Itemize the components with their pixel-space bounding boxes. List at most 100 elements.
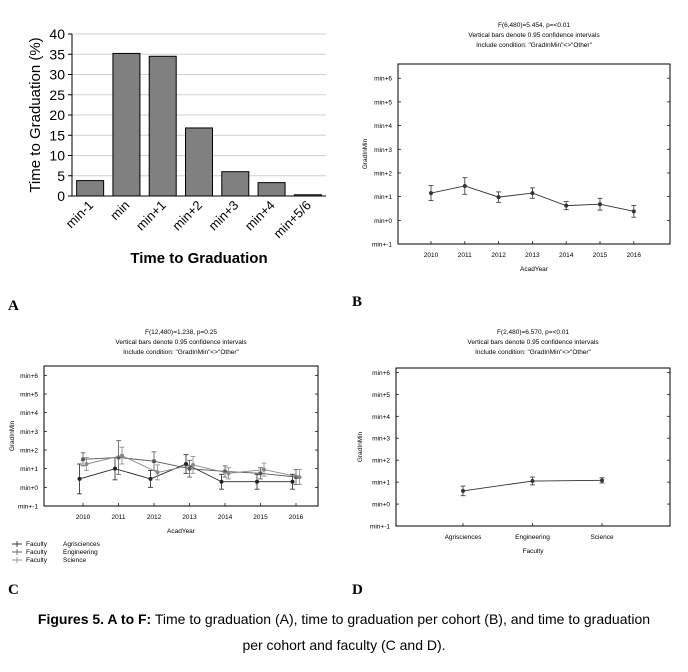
y-tick-label: min+5 (372, 392, 390, 399)
y-tick-label: 30 (49, 67, 65, 83)
x-tick-label: 2015 (593, 252, 608, 259)
chart-title-line: Vertical bars denote 0.95 confidence int… (115, 339, 247, 346)
bar-min+2 (185, 127, 213, 197)
data-point (191, 462, 195, 467)
legend-label: Faculty (26, 557, 48, 564)
caption-bold: Figures 5. A to F: (37, 611, 152, 627)
y-tick-label: min+0 (20, 485, 38, 492)
data-point (113, 466, 117, 471)
y-tick-label: min+3 (20, 429, 38, 436)
x-axis-label: AcadYear (167, 528, 196, 535)
x-tick-label: 2016 (289, 514, 304, 521)
x-tick-label: 2014 (559, 252, 574, 259)
data-point (219, 479, 224, 484)
data-point (530, 191, 535, 196)
chart-title-line: Include condition: "GradInMin"<>"Other" (475, 349, 592, 356)
y-axis-label: Time to Graduation (%) (27, 37, 44, 192)
bar-min-1 (76, 180, 105, 197)
chart-a: 0 5 10 15 20 25 30 35 40 min-1 min min+1 min+2 min+3 m… (27, 26, 326, 267)
legend-value: Engineering (63, 549, 98, 556)
y-tick-label: min+4 (372, 414, 390, 421)
y-axis-label: GradInMin (362, 138, 369, 169)
y-tick-label: min+5 (20, 392, 38, 399)
y-tick-label: min+6 (372, 370, 390, 377)
data-point (120, 453, 124, 458)
data-point (116, 455, 121, 460)
y-tick-label: min+2 (20, 448, 38, 455)
y-tick-label: 0 (57, 188, 65, 204)
chart-b: F(6,480)=5.454, p=<0.01 Vertical bars den… (362, 22, 671, 273)
bar-min (112, 52, 141, 197)
data-point (262, 467, 266, 472)
x-tick-label: min+3 (205, 198, 241, 234)
y-tick-label: min+2 (374, 170, 392, 177)
panel-label-c: C (8, 582, 19, 598)
data-point (290, 479, 295, 484)
x-tick-label: 2016 (627, 252, 642, 259)
x-tick-label: Agrisciences (445, 534, 483, 541)
data-point (258, 471, 263, 476)
data-point (226, 471, 231, 476)
x-tick-label: 2011 (112, 514, 126, 521)
plot-frame (397, 63, 671, 245)
panel-label-d: D (352, 582, 363, 598)
x-tick-label: 2015 (253, 514, 268, 521)
chart-title-line: Vertical bars denote 0.95 confidence int… (467, 339, 599, 346)
bar-min+1 (148, 55, 177, 197)
x-tick-label: Engineering (515, 534, 550, 541)
data-point (461, 488, 465, 493)
y-tick-label: 20 (49, 107, 65, 123)
chart-c: F(12,480)=1.238, p=0.25 Vertical bars den… (9, 329, 319, 564)
data-point (598, 202, 602, 207)
chart-d: F(2,480)=6.570, p=<0.01 Vertical bars den… (357, 329, 671, 555)
x-tick-label: min+5/6 (270, 198, 314, 242)
data-point (600, 478, 604, 483)
y-tick-label: min+5 (374, 99, 392, 106)
data-point (152, 459, 156, 463)
x-axis-label: AcadYear (520, 266, 549, 273)
x-tick-label: min+1 (133, 198, 169, 234)
legend-value: Agrisciences (63, 541, 101, 548)
y-tick-label: 15 (49, 127, 65, 143)
x-tick-label: 2014 (218, 514, 233, 521)
x-axis-label: Time to Graduation (130, 250, 267, 267)
data-point (184, 462, 188, 466)
plot-frame (43, 365, 319, 507)
y-axis-label: GradInMin (9, 420, 16, 451)
y-tick-label: min+6 (374, 76, 392, 83)
y-tick-label: 10 (49, 148, 65, 164)
bar-min+4 (257, 182, 286, 197)
data-point (496, 195, 501, 200)
x-axis-label: Faculty (523, 548, 545, 555)
chart-title-line: Vertical bars denote 0.95 confidence int… (468, 32, 600, 39)
data-point (187, 466, 192, 471)
data-point (255, 479, 259, 484)
y-tick-label: min+1 (20, 466, 38, 473)
figure-caption-line2: per cohort and faculty (C and D). (242, 637, 446, 653)
x-tick-label: min (107, 198, 132, 223)
x-tick-label: 2012 (147, 514, 162, 521)
data-point (148, 476, 153, 481)
data-point (564, 203, 569, 208)
y-tick-label: 40 (49, 26, 65, 42)
x-tick-label: min+2 (169, 198, 205, 234)
data-point (631, 209, 636, 214)
y-tick-label: min+1 (372, 480, 390, 487)
y-tick-label: min+3 (372, 436, 390, 443)
data-point (84, 462, 89, 466)
chart-title-line: Include condition: "GradInMin"<>"Other" (476, 42, 593, 49)
x-tick-label: 2013 (525, 252, 540, 259)
x-tick-label: Science (590, 534, 614, 541)
data-point (223, 469, 227, 474)
x-tick-label: 2012 (491, 252, 506, 259)
data-point (155, 470, 160, 475)
bar-min+3 (221, 171, 250, 197)
y-tick-label: min+0 (372, 502, 390, 509)
data-point (530, 479, 535, 484)
data-point (77, 476, 82, 481)
y-tick-label: min+1 (374, 194, 392, 201)
chart-title-line: F(6,480)=5.454, p=<0.01 (498, 22, 570, 29)
figure-caption-line1: Figures 5. A to F: Time to graduation (A… (0, 606, 688, 632)
x-tick-label: 2010 (76, 514, 91, 521)
data-point (81, 457, 85, 462)
